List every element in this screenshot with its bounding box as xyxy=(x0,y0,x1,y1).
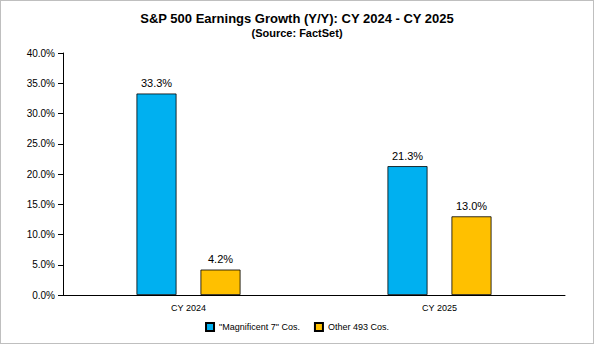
svg-text:10.0%: 10.0% xyxy=(27,229,55,240)
svg-text:40.0%: 40.0% xyxy=(27,48,55,59)
svg-text:21.3%: 21.3% xyxy=(392,150,423,162)
svg-text:4.2%: 4.2% xyxy=(208,253,233,265)
svg-text:33.3%: 33.3% xyxy=(141,77,172,89)
svg-text:30.0%: 30.0% xyxy=(27,108,55,119)
svg-text:25.0%: 25.0% xyxy=(27,138,55,149)
svg-text:15.0%: 15.0% xyxy=(27,199,55,210)
svg-text:(Source: FactSet): (Source: FactSet) xyxy=(251,27,342,39)
svg-text:0.0%: 0.0% xyxy=(32,290,55,301)
svg-text:CY 2024: CY 2024 xyxy=(171,303,206,313)
svg-text:Other 493 Cos.: Other 493 Cos. xyxy=(328,322,389,332)
svg-text:S&P 500 Earnings Growth (Y/Y):: S&P 500 Earnings Growth (Y/Y): CY 2024 -… xyxy=(140,11,454,26)
svg-text:CY 2025: CY 2025 xyxy=(422,303,457,313)
svg-text:5.0%: 5.0% xyxy=(32,259,55,270)
svg-text:13.0%: 13.0% xyxy=(456,200,487,212)
svg-text:20.0%: 20.0% xyxy=(27,169,55,180)
svg-text:35.0%: 35.0% xyxy=(27,78,55,89)
svg-text:"Magnificent 7" Cos.: "Magnificent 7" Cos. xyxy=(219,322,300,332)
